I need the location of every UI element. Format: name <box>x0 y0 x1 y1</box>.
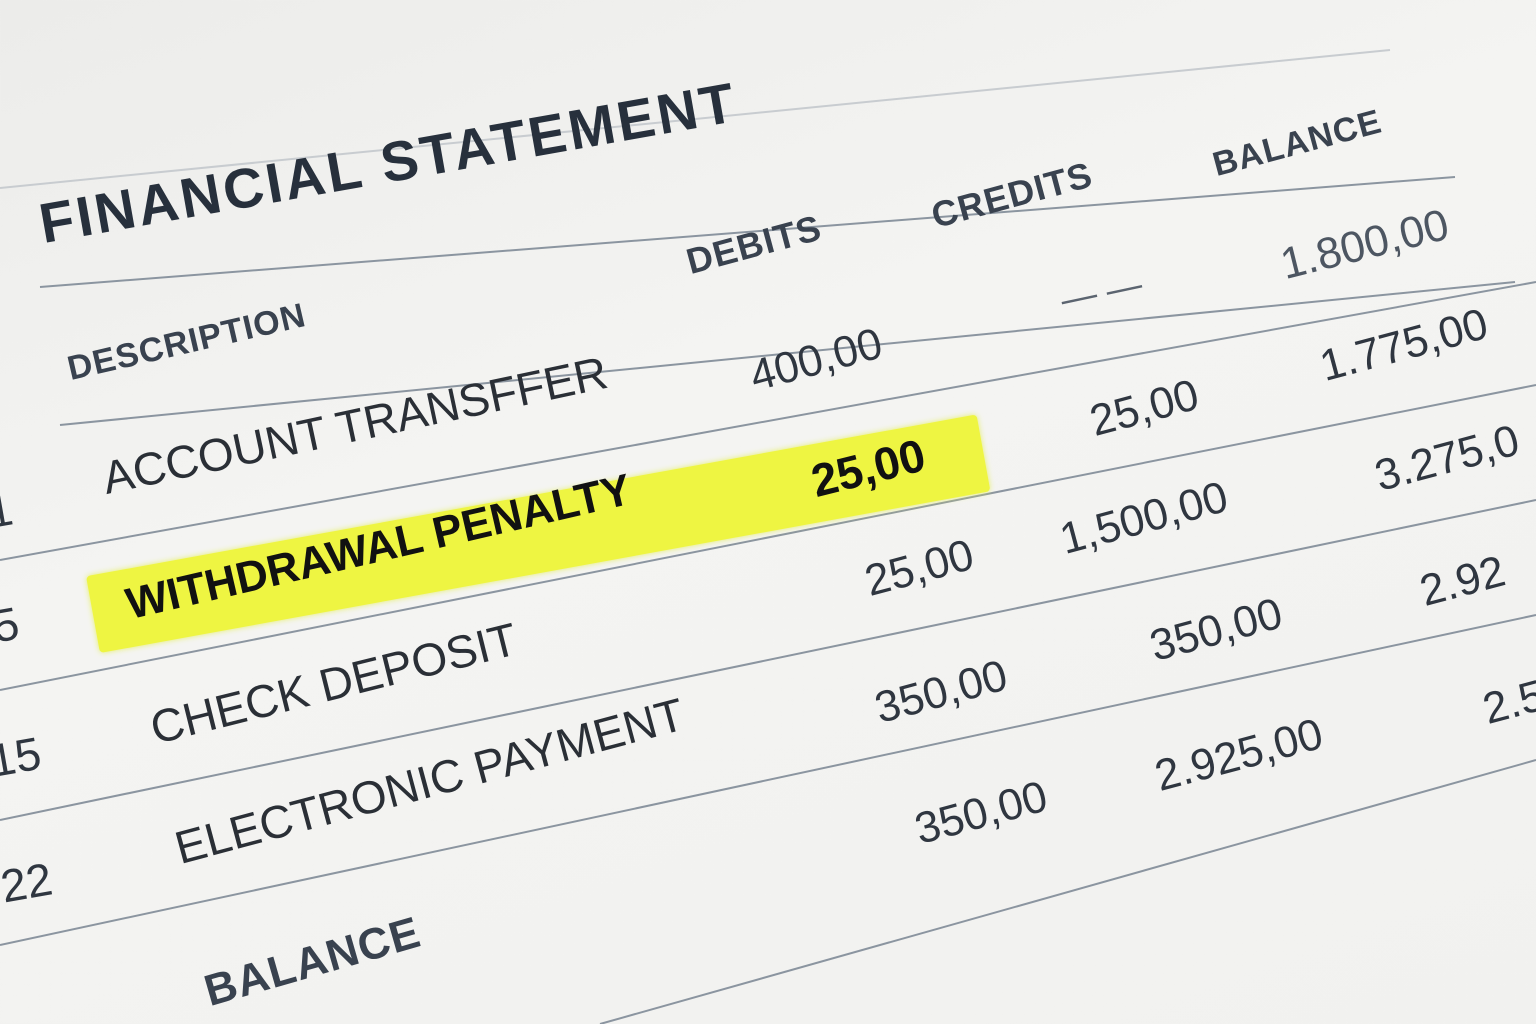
rule-row-2 <box>0 384 1536 691</box>
rule-top <box>0 49 1391 189</box>
row-3-ref: 15 <box>0 726 45 787</box>
rule-header <box>59 281 1516 426</box>
rule-row-1 <box>0 281 1536 561</box>
rule-row-3 <box>0 499 1536 821</box>
rule-row-4 <box>0 614 1536 946</box>
rule-row-5 <box>599 759 1536 1024</box>
rule-title <box>39 176 1456 288</box>
